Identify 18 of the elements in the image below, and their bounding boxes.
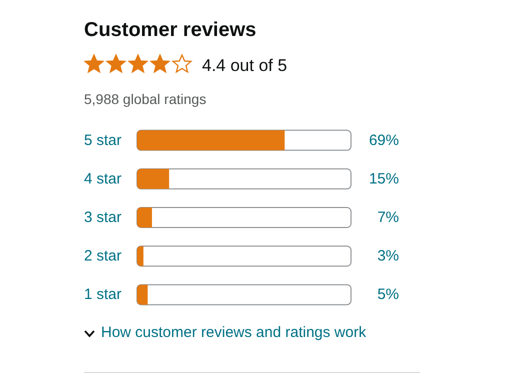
data-label: 7%: [377, 209, 399, 226]
data-label: 69%: [368, 132, 399, 149]
text: 5,988 global ratings: [84, 91, 206, 107]
text: How customer reviews and ratings work: [101, 324, 367, 341]
data-label: 15%: [368, 170, 399, 188]
y-tick-label: 4 star: [84, 170, 122, 188]
bar: [137, 208, 152, 228]
y-tick-label: 1 star: [84, 286, 122, 304]
chart-title: Customer reviews: [84, 19, 256, 41]
data-label: 3%: [377, 248, 399, 265]
bar: [137, 284, 148, 305]
y-tick-label: 2 star: [84, 248, 122, 265]
y-tick-label: 3 star: [84, 209, 122, 226]
chart-subtitle: 4.4 out of 5: [202, 56, 288, 75]
bar: [137, 168, 170, 189]
bar: [137, 246, 144, 266]
y-tick-label: 5 star: [84, 132, 122, 149]
data-label: 5%: [377, 286, 399, 304]
